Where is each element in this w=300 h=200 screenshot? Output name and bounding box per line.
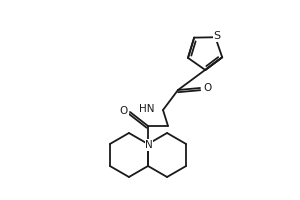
Text: N: N bbox=[145, 140, 153, 150]
Text: S: S bbox=[213, 31, 220, 41]
Text: HN: HN bbox=[139, 104, 154, 114]
Text: O: O bbox=[120, 106, 128, 116]
Text: O: O bbox=[203, 83, 211, 93]
